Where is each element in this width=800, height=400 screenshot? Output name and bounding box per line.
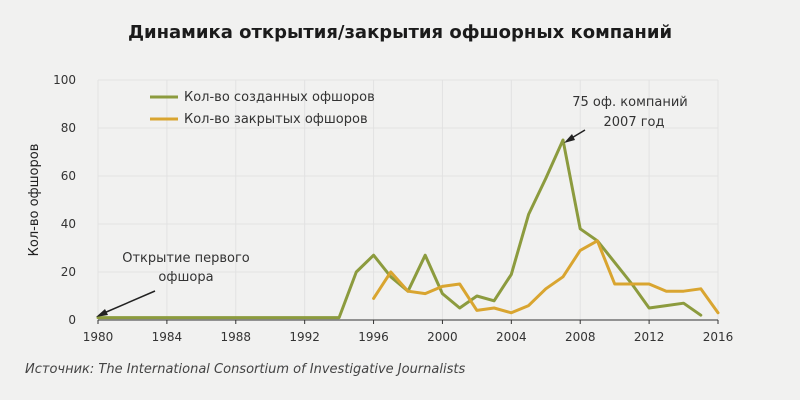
x-tick-label: 2012 — [634, 330, 665, 344]
y-tick-label: 60 — [61, 169, 76, 183]
annotation-first-arrowhead — [96, 309, 108, 317]
y-tick-label: 80 — [61, 121, 76, 135]
annotation-first-arrow — [103, 290, 156, 314]
annotation-first-line2: офшора — [158, 270, 213, 285]
x-tick-label: 2008 — [565, 330, 596, 344]
annotation-peak-arrowhead — [564, 134, 575, 143]
y-tick-label: 0 — [68, 313, 76, 327]
annotation-first: Открытие первого офшора — [96, 251, 250, 317]
y-tick-label: 100 — [53, 73, 76, 87]
x-tick-label: 1996 — [358, 330, 389, 344]
annotation-first-line1: Открытие первого — [122, 251, 250, 266]
series-line-0 — [96, 138, 703, 320]
y-ticks: 0 20 40 60 80 100 — [53, 73, 76, 327]
y-tick-label: 20 — [61, 265, 76, 279]
x-tick-label: 1988 — [221, 330, 252, 344]
x-tick-label: 2000 — [427, 330, 458, 344]
annotation-peak: 75 оф. компаний 2007 год — [564, 95, 688, 143]
x-tick-label: 1980 — [83, 330, 114, 344]
legend-label-closed: Кол-во закрытых офшоров — [184, 112, 368, 127]
x-tick-label: 1984 — [152, 330, 183, 344]
x-ticks: 1980 1984 1988 1992 1996 2000 2004 2008 2012 2016 — [83, 320, 734, 344]
series-line-1 — [372, 239, 720, 315]
x-tick-label: 2016 — [703, 330, 734, 344]
chart-title: Динамика открытия/закрытия офшорных комп… — [128, 22, 672, 43]
annotation-peak-line2: 2007 год — [604, 115, 665, 130]
legend: Кол-во созданных офшоров Кол-во закрытых… — [150, 90, 375, 127]
y-tick-label: 40 — [61, 217, 76, 231]
series-lines — [96, 138, 720, 320]
y-axis-label: Кол-во офшоров — [27, 144, 42, 257]
legend-label-created: Кол-во созданных офшоров — [184, 90, 375, 105]
source-note: Источник: The International Consortium o… — [25, 362, 465, 377]
x-tick-label: 2004 — [496, 330, 527, 344]
x-tick-label: 1992 — [289, 330, 320, 344]
annotation-peak-line1: 75 оф. компаний — [572, 95, 687, 110]
grid — [97, 79, 719, 320]
